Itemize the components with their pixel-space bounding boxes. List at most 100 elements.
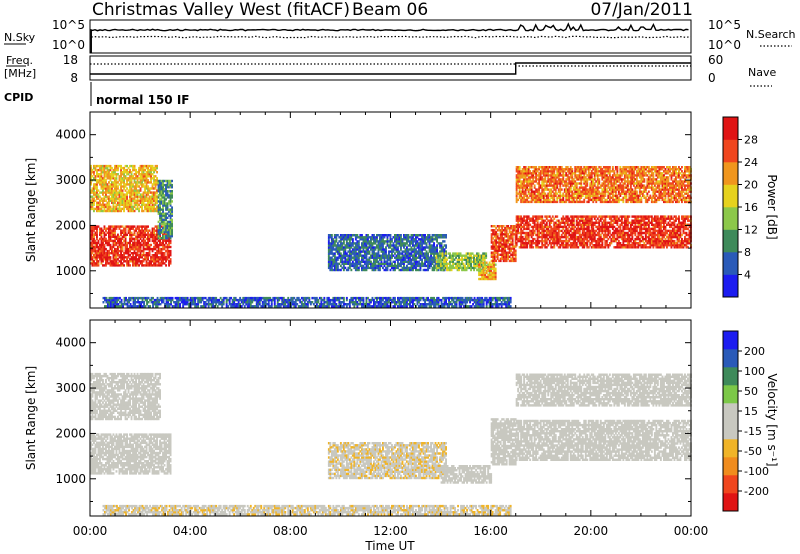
heatmap-cell bbox=[114, 241, 116, 245]
heatmap-cell bbox=[367, 262, 369, 265]
heatmap-cell bbox=[129, 235, 131, 238]
heatmap-cell bbox=[126, 258, 128, 261]
heatmap-cell bbox=[132, 177, 134, 180]
heatmap-cell bbox=[388, 262, 390, 265]
heatmap-cell bbox=[333, 242, 336, 245]
heatmap-cell bbox=[126, 199, 128, 202]
heatmap-cell bbox=[100, 237, 103, 241]
heatmap-cell bbox=[120, 231, 122, 234]
heatmap-cell bbox=[102, 197, 104, 200]
heatmap-cell bbox=[160, 208, 163, 211]
heatmap-cell bbox=[330, 246, 333, 249]
heatmap-cell bbox=[127, 203, 130, 206]
heatmap-cell bbox=[97, 193, 100, 196]
heatmap-cell bbox=[351, 264, 354, 268]
heatmap-cell bbox=[133, 181, 136, 184]
heatmap-cell bbox=[171, 210, 173, 213]
heatmap-cell bbox=[365, 242, 368, 245]
heatmap-cell bbox=[169, 254, 172, 257]
heatmap-cell bbox=[126, 256, 128, 259]
heatmap-cell bbox=[374, 264, 377, 268]
heatmap-cell bbox=[147, 225, 149, 228]
heatmap-cell bbox=[470, 268, 472, 272]
heatmap-cell bbox=[129, 231, 131, 234]
heatmap-cell bbox=[361, 236, 363, 239]
heatmap-cell bbox=[359, 260, 362, 263]
heatmap-cell bbox=[327, 262, 330, 265]
heatmap-cell bbox=[557, 231, 560, 235]
heatmap-cell bbox=[336, 246, 339, 249]
heatmap-cell bbox=[430, 262, 432, 265]
heatmap-cell bbox=[154, 233, 157, 236]
heatmap-cell bbox=[341, 236, 344, 239]
heatmap-cell bbox=[386, 242, 389, 245]
heatmap-cell bbox=[90, 245, 92, 249]
heatmap-cell bbox=[139, 254, 142, 257]
heatmap-cell bbox=[145, 237, 148, 241]
heatmap-cell bbox=[433, 246, 435, 249]
heatmap-cell bbox=[93, 241, 95, 245]
heatmap-cell bbox=[117, 181, 119, 184]
heatmap-cell bbox=[135, 241, 137, 245]
heatmap-cell bbox=[151, 227, 154, 230]
heatmap-cell bbox=[398, 234, 401, 237]
heatmap-cell bbox=[485, 252, 488, 255]
heatmap-cell bbox=[165, 233, 167, 236]
heatmap-cell bbox=[103, 264, 106, 267]
heatmap-cell bbox=[166, 186, 169, 189]
heatmap-cell bbox=[160, 254, 163, 257]
heatmap-cell bbox=[111, 189, 113, 192]
heatmap-cell bbox=[121, 185, 124, 188]
heatmap-cell bbox=[142, 175, 145, 178]
heatmap-cell bbox=[90, 227, 92, 230]
heatmap-cell bbox=[418, 264, 420, 268]
heatmap-cell bbox=[132, 262, 134, 265]
heatmap-cell bbox=[106, 197, 109, 200]
heatmap-cell bbox=[166, 230, 169, 234]
heatmap-cell bbox=[94, 252, 97, 255]
heatmap-cell bbox=[109, 205, 112, 209]
heatmap-cell bbox=[433, 268, 435, 272]
heatmap-cell bbox=[96, 249, 98, 253]
heatmap-cell bbox=[431, 234, 434, 237]
heatmap-cell bbox=[336, 234, 339, 237]
heatmap-cell bbox=[135, 252, 137, 255]
heatmap-cell bbox=[404, 248, 407, 251]
heatmap-cell bbox=[147, 252, 149, 255]
heatmap-cell bbox=[126, 247, 128, 251]
heatmap-cell bbox=[166, 181, 169, 185]
heatmap-cell bbox=[127, 264, 130, 267]
heatmap-cell bbox=[333, 234, 336, 237]
heatmap-cell bbox=[130, 175, 133, 178]
heatmap-cell bbox=[373, 236, 375, 239]
heatmap-cell bbox=[121, 191, 124, 194]
heatmap-cell bbox=[133, 203, 136, 206]
heatmap-cell bbox=[376, 252, 378, 255]
heatmap-cell bbox=[345, 234, 348, 237]
heatmap-cell bbox=[130, 197, 133, 200]
heatmap-cell bbox=[385, 266, 387, 270]
heatmap-cell bbox=[374, 246, 377, 249]
heatmap-cell bbox=[373, 234, 375, 237]
heatmap-cell bbox=[171, 224, 173, 228]
heatmap-cell bbox=[97, 264, 100, 267]
heatmap-cell bbox=[132, 260, 134, 263]
heatmap-cell bbox=[102, 264, 104, 267]
heatmap-cell bbox=[111, 225, 113, 228]
heatmap-cell bbox=[404, 236, 407, 239]
heatmap-cell bbox=[91, 197, 94, 200]
heatmap-cell bbox=[108, 187, 110, 190]
heatmap-cell bbox=[338, 254, 341, 257]
heatmap-cell bbox=[156, 205, 158, 209]
heatmap-cell bbox=[148, 189, 151, 192]
heatmap-cell bbox=[121, 225, 124, 228]
heatmap-cell bbox=[407, 260, 410, 263]
heatmap-cell bbox=[388, 240, 390, 243]
heatmap-cell bbox=[383, 256, 386, 259]
heatmap-cell bbox=[394, 248, 396, 251]
heatmap-cell bbox=[383, 234, 386, 237]
heatmap-cell bbox=[108, 181, 110, 184]
heatmap-cell bbox=[428, 234, 431, 237]
heatmap-cell bbox=[139, 183, 142, 186]
heatmap-cell bbox=[150, 247, 152, 251]
